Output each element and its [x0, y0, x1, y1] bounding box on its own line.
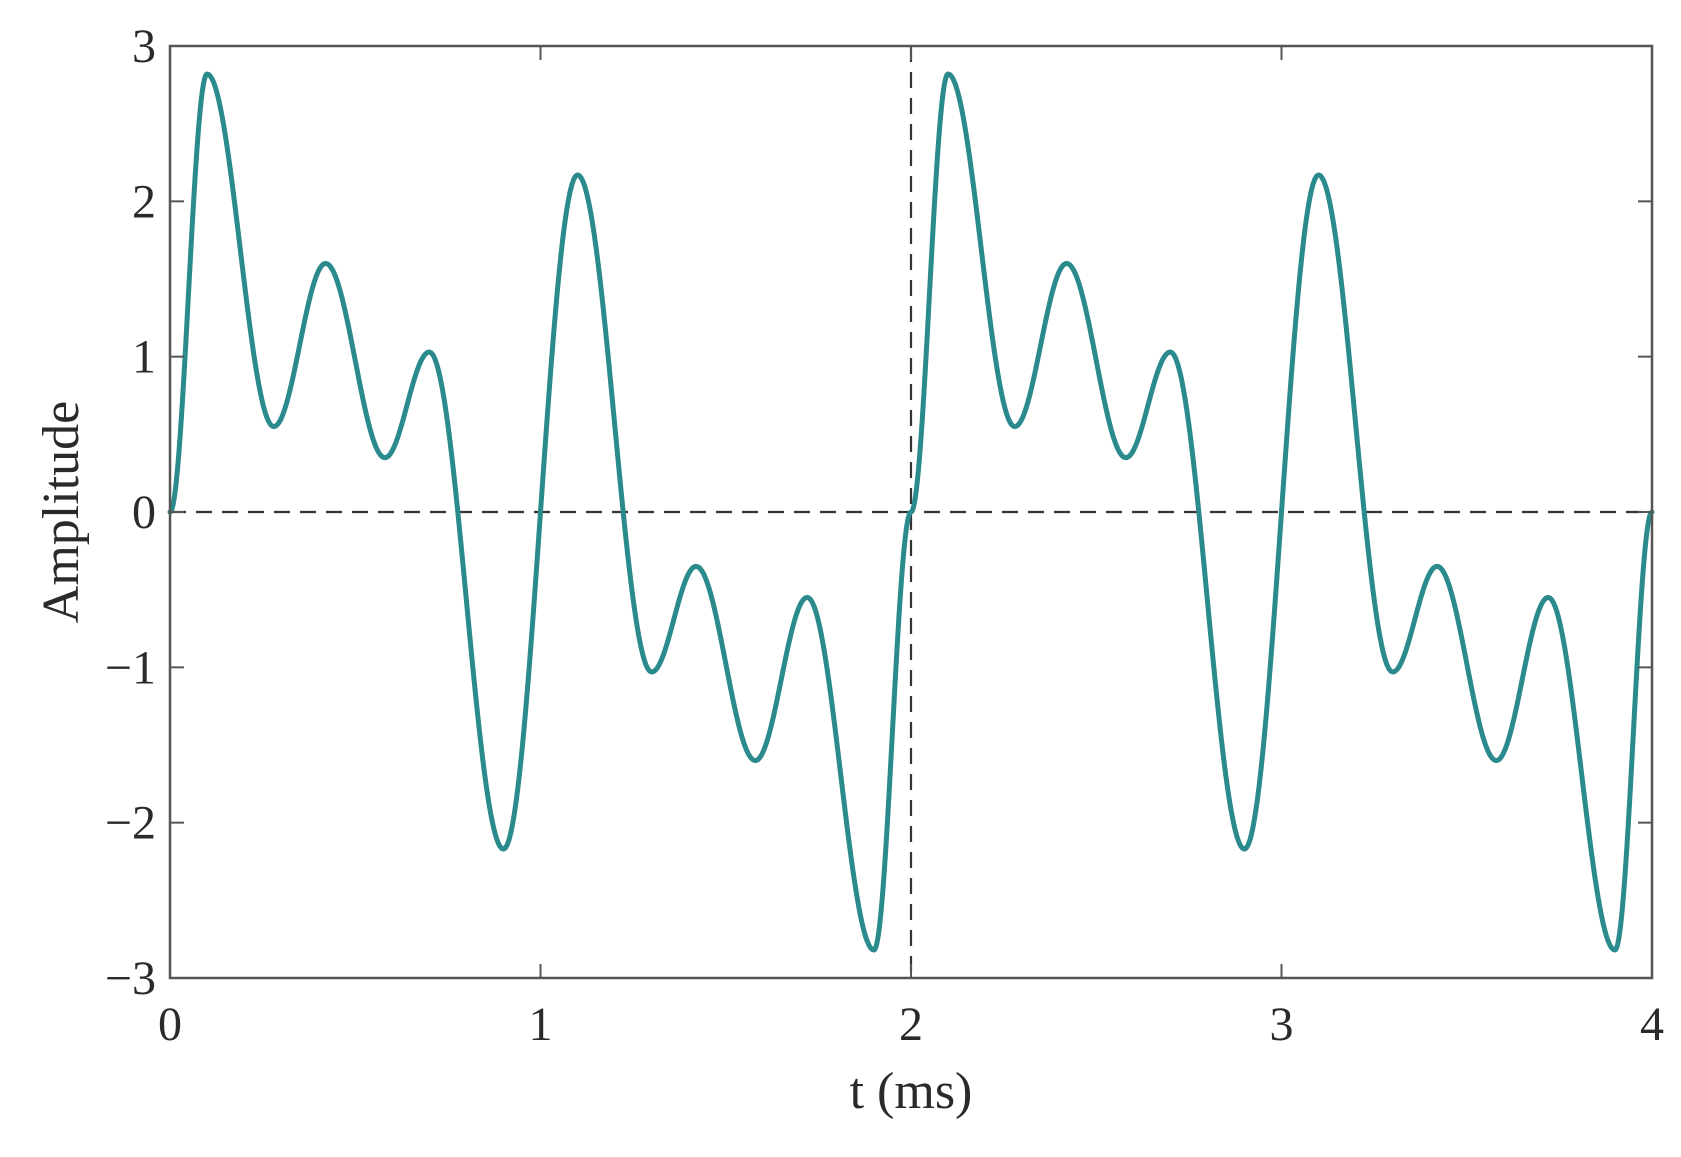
y-tick-label: −2: [105, 797, 156, 850]
y-tick-label: 2: [132, 175, 156, 228]
x-axis-label: t (ms): [850, 1063, 973, 1120]
y-tick-label: 0: [132, 486, 156, 539]
y-tick-label: 3: [132, 20, 156, 73]
signal-line: [167, 71, 1655, 953]
x-tick-label: 4: [1640, 998, 1664, 1051]
x-tick-label: 3: [1270, 998, 1294, 1051]
y-axis-label: Amplitude: [33, 401, 90, 623]
x-tick-label: 0: [158, 998, 182, 1051]
x-tick-label: 1: [529, 998, 553, 1051]
axis-ticks: [169, 45, 1653, 979]
y-tick-label: 1: [132, 331, 156, 384]
y-tick-label: −1: [105, 641, 156, 694]
series-group: [167, 71, 1655, 953]
y-tick-label: −3: [105, 952, 156, 1005]
x-tick-label: 2: [899, 998, 923, 1051]
tick-labels: 0 1 2 3 4 3 2 1 0 −1 −2 −3: [105, 20, 1664, 1051]
